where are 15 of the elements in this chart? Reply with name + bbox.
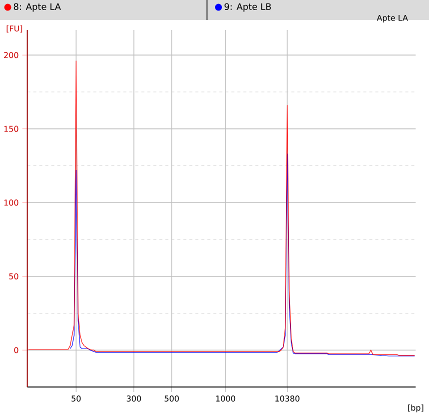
x-axis-title: [bp]	[408, 404, 424, 412]
y-tick-label: 0	[14, 347, 18, 354]
y-tick-label: 50	[9, 273, 18, 280]
y-tick-label: 100	[4, 200, 18, 206]
chart-title: Apte LA	[376, 14, 408, 22]
legend-label: 8: Apte LA	[14, 3, 61, 12]
x-tick-label: 300	[126, 396, 141, 402]
y-axis-title: [FU]	[6, 25, 22, 32]
y-tick-label: 200	[4, 52, 18, 58]
y-tick-label: 150	[4, 126, 18, 132]
x-tick-label: 10380	[275, 396, 300, 402]
x-tick-label: 500	[164, 396, 179, 402]
x-tick-label: 50	[72, 396, 81, 402]
legend-label: 9: Apte LB	[224, 3, 271, 12]
x-tick-label: 1000	[216, 396, 236, 402]
